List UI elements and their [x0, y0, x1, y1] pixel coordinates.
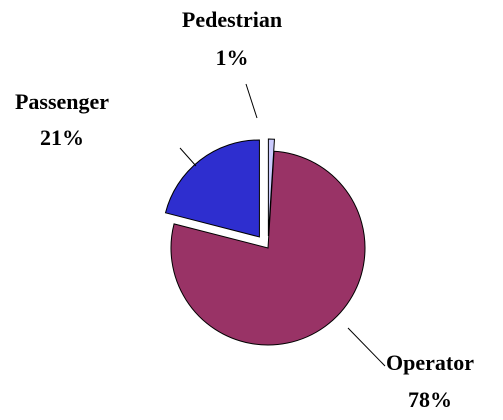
leader-line	[347, 327, 386, 367]
slice-label: Pedestrian	[182, 7, 282, 32]
slice-label: Operator	[386, 350, 474, 375]
pie-slice	[164, 139, 260, 238]
leader-line	[245, 83, 258, 119]
slice-value-label: 21%	[40, 125, 84, 150]
leader-line	[179, 147, 197, 167]
slice-value-label: 78%	[408, 387, 452, 412]
slice-label: Passenger	[15, 89, 109, 114]
slice-value-label: 1%	[216, 45, 249, 70]
pie-slice	[170, 150, 366, 346]
